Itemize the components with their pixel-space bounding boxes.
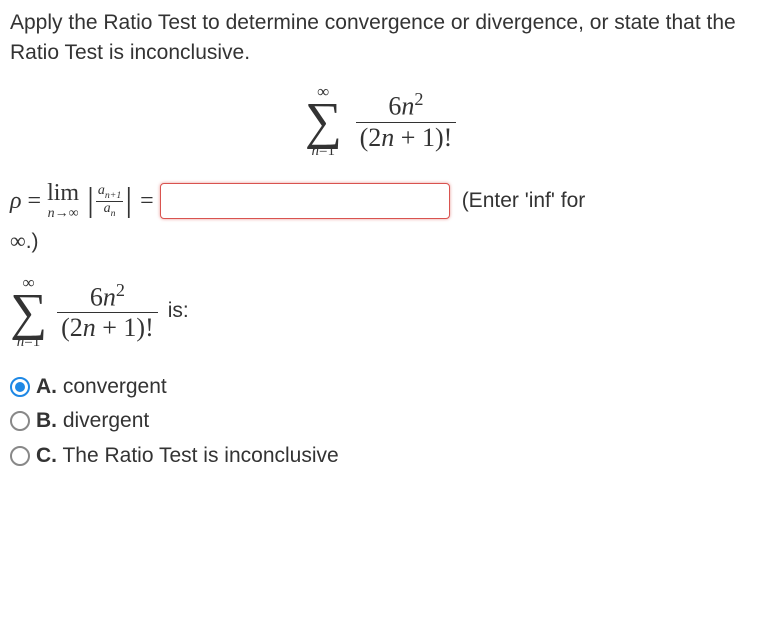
abs-bar-right: | (123, 187, 134, 214)
fraction-denominator: (2n + 1)! (356, 123, 457, 153)
inf-tail-text: .) (26, 230, 39, 253)
choice-c-label: C. The Ratio Test is inconclusive (36, 441, 339, 471)
choice-a-label: A. convergent (36, 372, 167, 402)
series-term-fraction-2: 6n2 (2n + 1)! (57, 280, 158, 343)
abs-ratio: | an+1 an | (85, 184, 134, 218)
series-is-row: ∞ ∑ n=1 6n2 (2n + 1)! is: (10, 274, 751, 350)
choice-c[interactable]: C. The Ratio Test is inconclusive (10, 441, 751, 471)
is-text: is: (168, 296, 189, 326)
lim-text: lim (47, 181, 79, 205)
rho-symbol: ρ (10, 184, 22, 219)
choice-b[interactable]: B. divergent (10, 406, 751, 436)
fraction-numerator-2: 6n2 (86, 280, 129, 313)
sum-lower-2: n=1 (17, 335, 40, 350)
radio-b[interactable] (10, 411, 30, 431)
abs-bar-left: | (85, 187, 96, 214)
fraction-numerator: 6n2 (384, 89, 427, 122)
summation-symbol: ∞ ∑ n=1 (305, 83, 342, 159)
ratio-num: an+1 (96, 184, 123, 201)
radio-c[interactable] (10, 446, 30, 466)
equals-sign: = (28, 184, 42, 219)
radio-a[interactable] (10, 377, 30, 397)
question-prompt: Apply the Ratio Test to determine conver… (10, 8, 751, 69)
series-display: ∞ ∑ n=1 6n2 (2n + 1)! (10, 83, 751, 159)
infinity-symbol: ∞ (10, 228, 26, 253)
sum-lower: n=1 (312, 144, 335, 159)
choice-b-label: B. divergent (36, 406, 149, 436)
rho-answer-input[interactable] (160, 183, 450, 219)
choice-a[interactable]: A. convergent (10, 372, 751, 402)
sigma-glyph-2: ∑ (10, 291, 47, 335)
series-term-fraction: 6n2 (2n + 1)! (356, 89, 457, 152)
sigma-glyph: ∑ (305, 100, 342, 144)
rho-row: ρ = lim n→∞ | an+1 an | = (Enter 'inf' f… (10, 181, 751, 221)
inf-tail-row: ∞.) (10, 225, 751, 257)
summation-symbol-2: ∞ ∑ n=1 (10, 274, 47, 350)
choices-group: A. convergent B. divergent C. The Ratio … (10, 372, 751, 471)
ratio-den: an (102, 202, 118, 219)
limit-block: lim n→∞ (47, 181, 79, 221)
fraction-denominator-2: (2n + 1)! (57, 313, 158, 343)
equals-sign-2: = (140, 184, 154, 219)
lim-under: n→∞ (48, 207, 79, 221)
ratio-fraction: an+1 an (96, 184, 123, 218)
hint-text: (Enter 'inf' for (462, 186, 586, 216)
